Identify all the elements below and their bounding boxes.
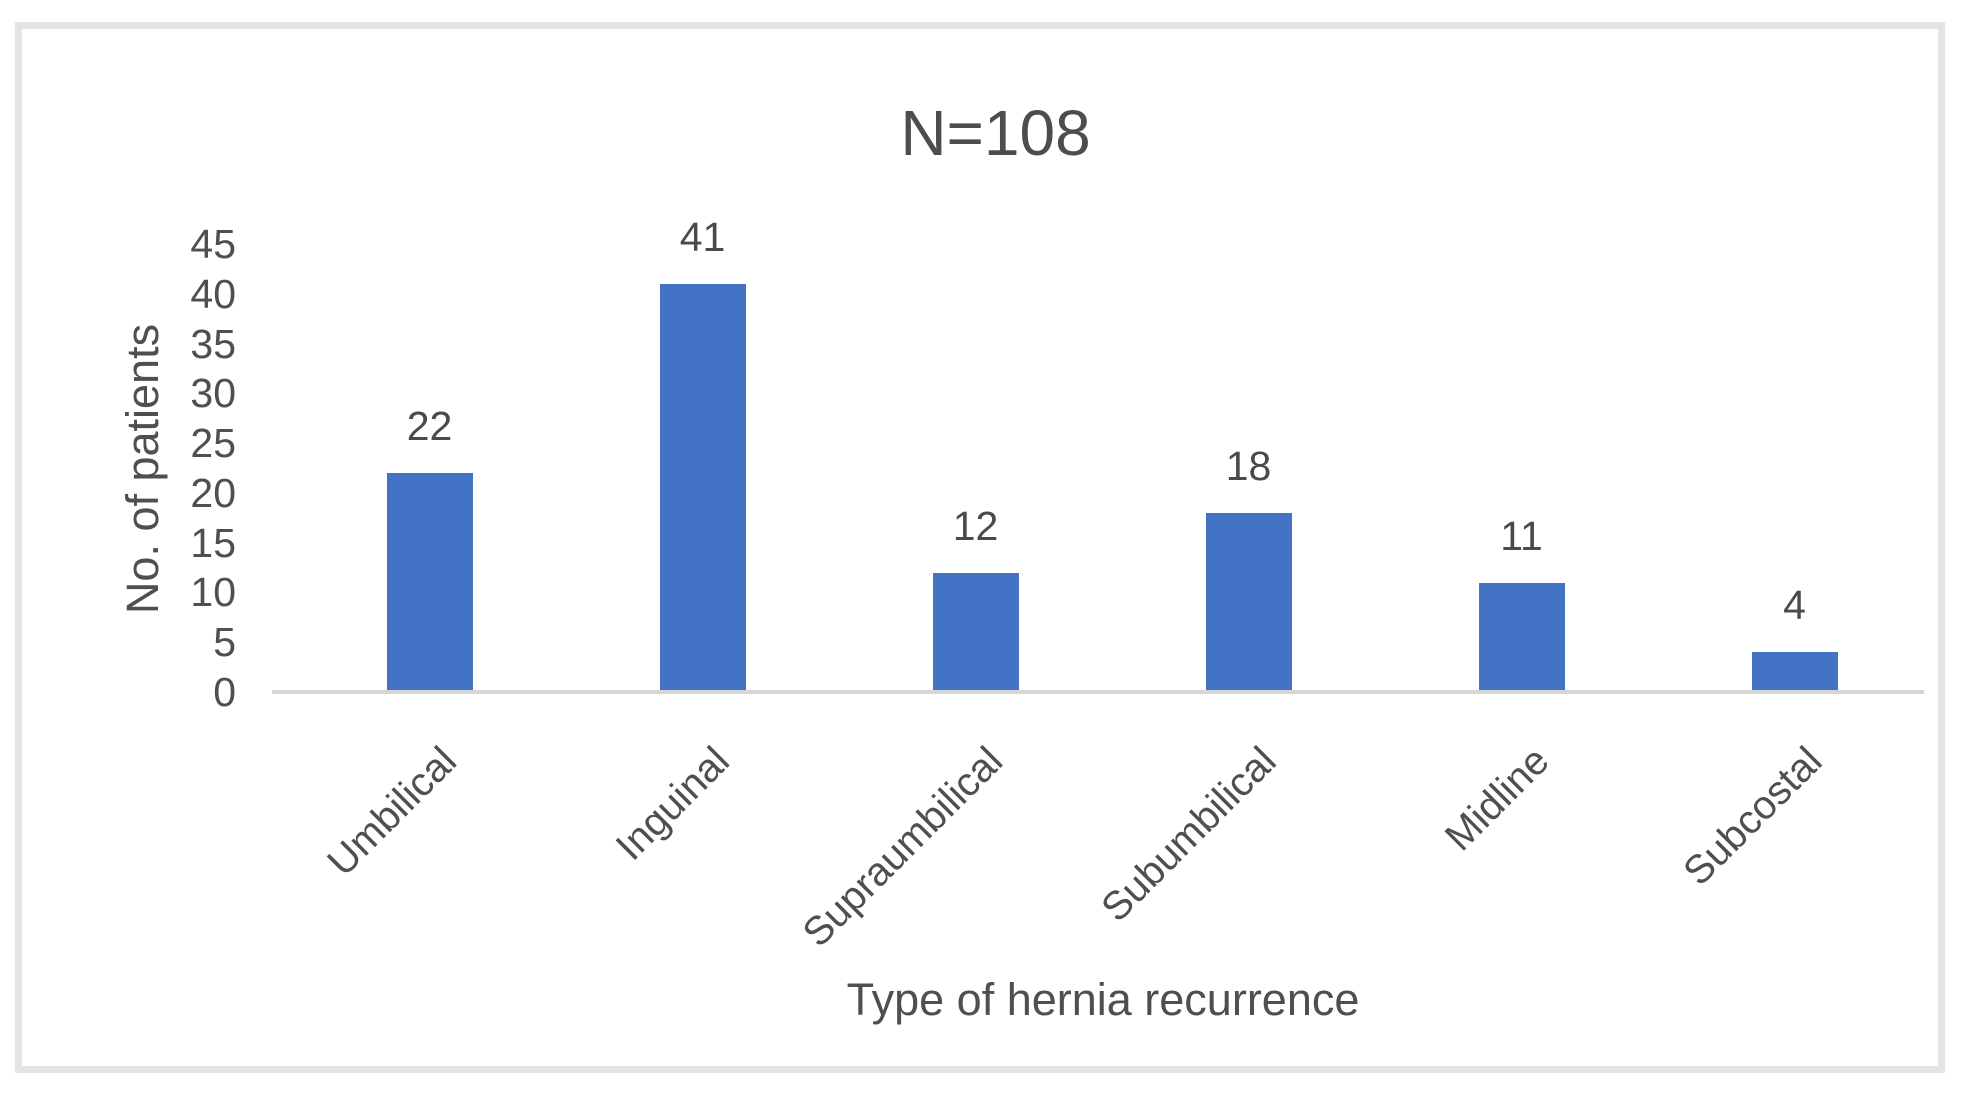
y-tick-label: 5 bbox=[213, 619, 236, 666]
y-tick-label: 10 bbox=[190, 569, 236, 616]
x-category-label: Subcostal bbox=[1674, 738, 1831, 895]
bar-subumbilical bbox=[1205, 512, 1292, 692]
chart-frame: N=108 No. of patients 0 5 10 15 20 25 30 35 40 45… bbox=[15, 22, 1945, 1073]
y-tick-label: 20 bbox=[190, 469, 236, 516]
y-tick-label: 25 bbox=[190, 420, 236, 467]
y-tick-label: 15 bbox=[190, 519, 236, 566]
bar-value-label: 12 bbox=[952, 502, 999, 549]
bar-value-label: 41 bbox=[679, 213, 726, 260]
x-axis-title: Type of hernia recurrence bbox=[846, 974, 1360, 1025]
x-category-label: Midline bbox=[1436, 738, 1558, 860]
chart-title: N=108 bbox=[900, 97, 1091, 169]
bar-value-label: 4 bbox=[1783, 582, 1806, 629]
bar-supraumbilical bbox=[932, 572, 1019, 692]
plot-area: 0 5 10 15 20 25 30 35 40 45 22 41 12 18 11 4 Umbilical… bbox=[190, 214, 1924, 955]
y-tick-label: 45 bbox=[190, 221, 236, 267]
x-axis-line bbox=[272, 690, 1924, 694]
y-tick-label: 30 bbox=[190, 370, 236, 417]
bar-umbilical bbox=[386, 472, 473, 692]
x-category-label: Supraumbilical bbox=[794, 738, 1012, 956]
y-tick-label: 0 bbox=[213, 669, 236, 715]
x-category-label: Subumbilical bbox=[1092, 738, 1285, 931]
bar-midline bbox=[1478, 582, 1565, 692]
bar-value-label: 22 bbox=[406, 402, 453, 449]
bar-value-label: 11 bbox=[1500, 512, 1543, 559]
y-tick-label: 40 bbox=[190, 270, 236, 317]
bar-inguinal bbox=[659, 283, 746, 692]
y-tick-label: 35 bbox=[190, 320, 236, 367]
bar-value-label: 18 bbox=[1225, 442, 1272, 489]
bar-subcostal bbox=[1751, 652, 1838, 692]
x-category-label: Inguinal bbox=[608, 738, 739, 869]
x-category-label: Umbilical bbox=[319, 738, 466, 885]
